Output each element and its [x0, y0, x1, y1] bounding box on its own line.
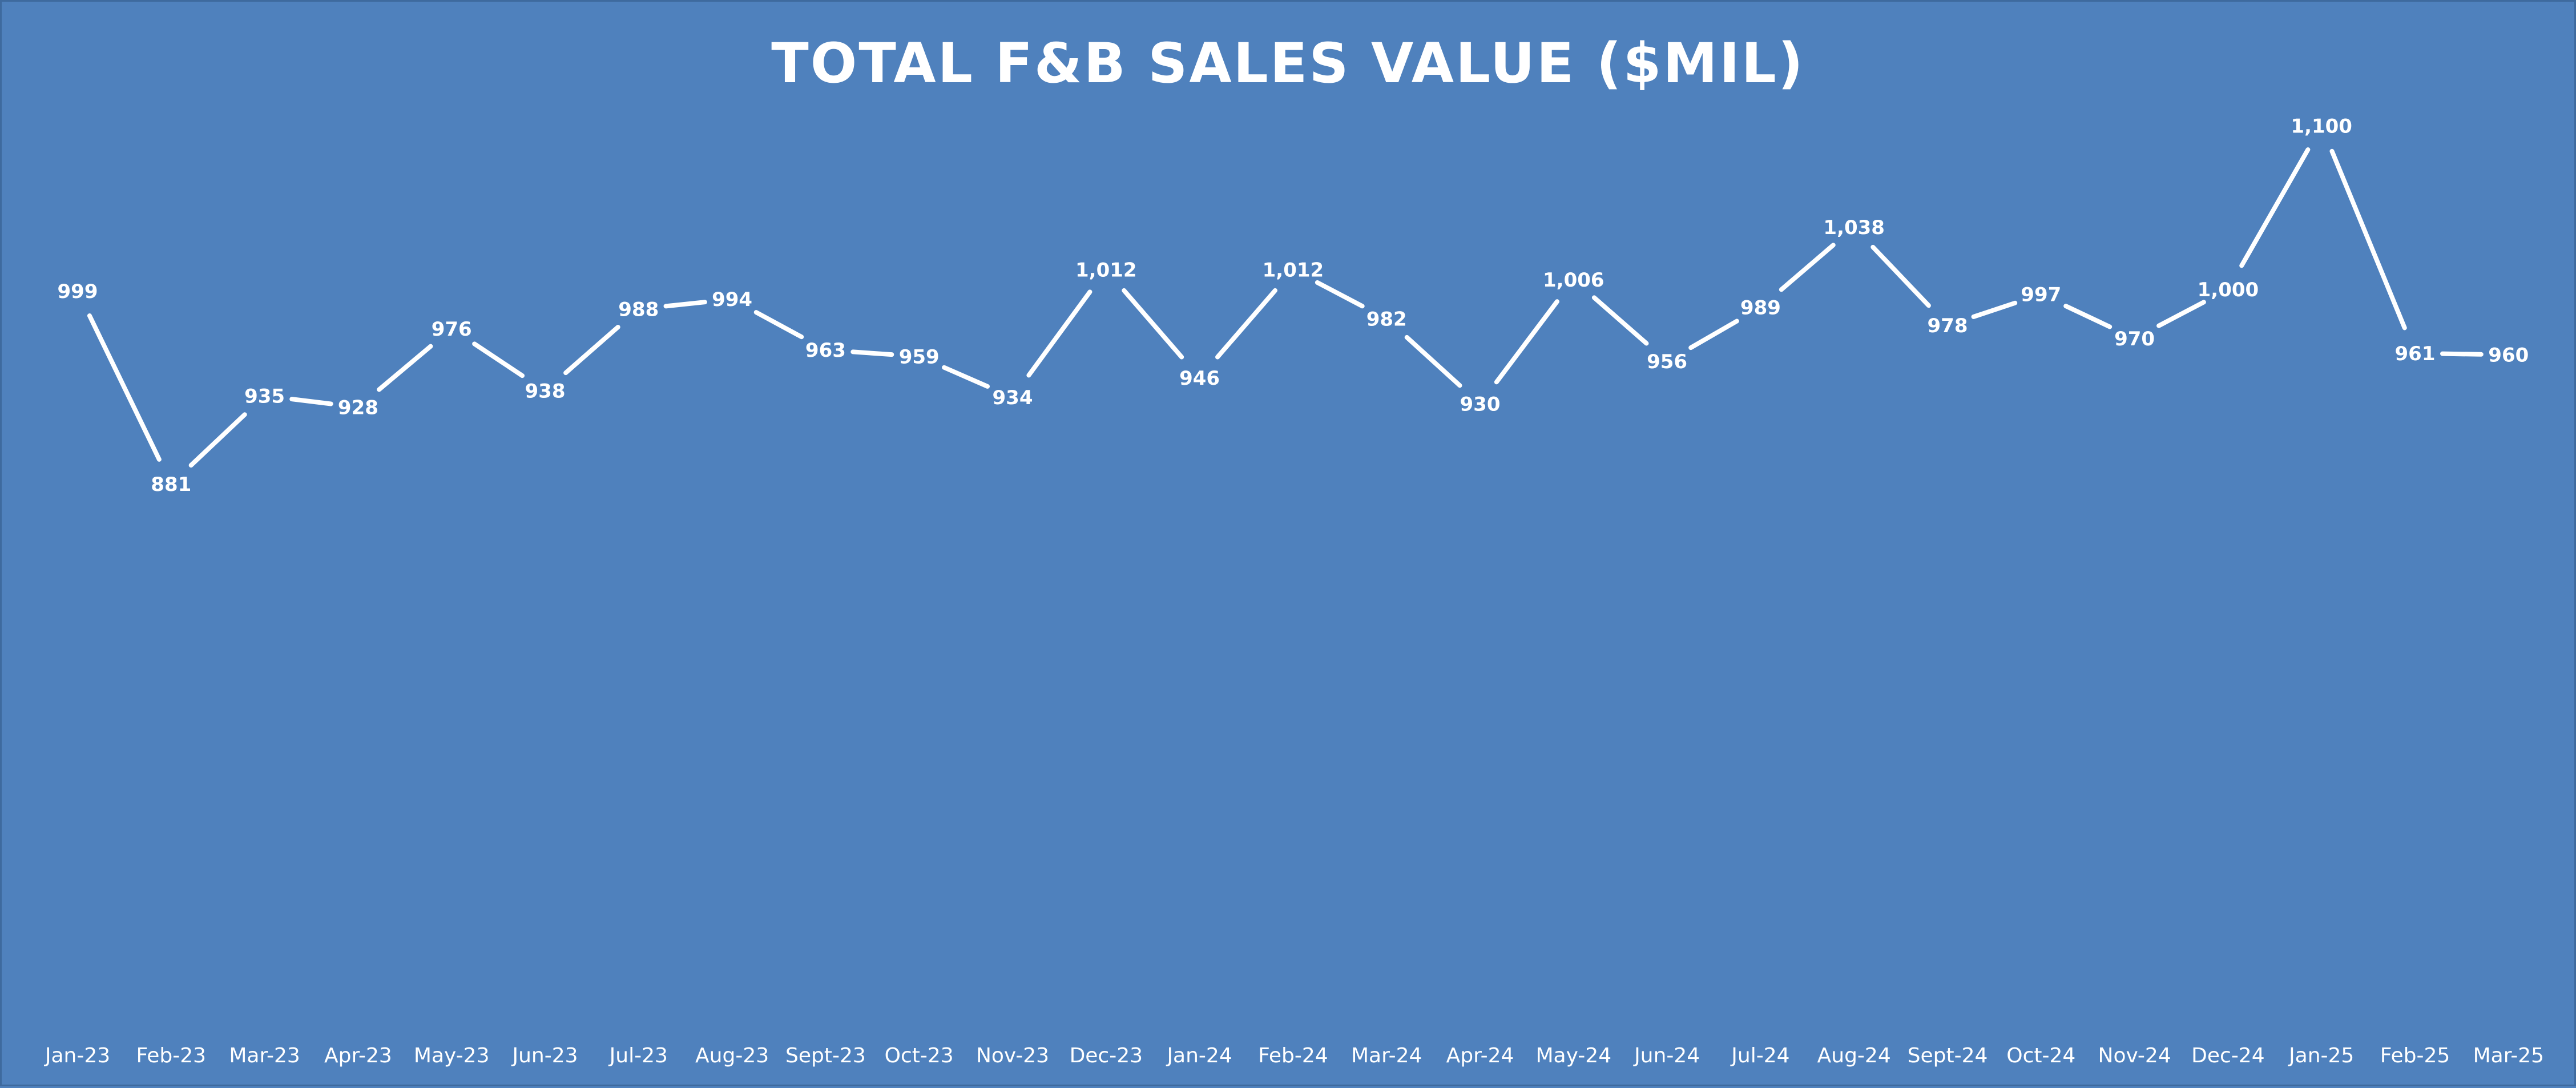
data-labels-group: 999 881 935 928 976 938 988 994 963 959 934 1,012 94…	[58, 115, 2529, 496]
data-label: 994	[712, 288, 752, 311]
data-label: 1,000	[2198, 279, 2259, 301]
series-line-segment	[1122, 288, 1184, 360]
data-label: 961	[2395, 342, 2436, 365]
x-tick-label: Jan-25	[2288, 1044, 2354, 1067]
x-tick-label: Mar-23	[229, 1044, 300, 1067]
chart-title: TOTAL F&B SALES VALUE ($MIL)	[771, 31, 1805, 95]
data-label: 988	[618, 298, 659, 321]
x-tick-label: Feb-23	[136, 1044, 207, 1067]
x-axis-tick-labels: Jan-23 Feb-23 Mar-23 Apr-23 May-23 Jun-23 Jul-…	[44, 1044, 2544, 1067]
data-label: 959	[899, 346, 940, 369]
series-line-segment	[563, 324, 620, 376]
series-line-segment	[188, 412, 247, 468]
x-tick-label: Apr-23	[324, 1044, 392, 1067]
series-line-segment	[1215, 288, 1277, 360]
data-label: 928	[338, 396, 378, 419]
x-tick-label: Jun-23	[511, 1044, 578, 1067]
x-tick-label: May-24	[1536, 1044, 1612, 1067]
data-label: 1,012	[1263, 259, 1324, 282]
series-line-segment	[663, 300, 707, 309]
x-tick-label: Dec-24	[2191, 1044, 2264, 1067]
data-label: 997	[2021, 284, 2061, 307]
data-label: 1,006	[1543, 269, 1605, 292]
x-tick-label: Feb-24	[1258, 1044, 1328, 1067]
x-tick-label: Jun-24	[1633, 1044, 1700, 1067]
data-label: 970	[2114, 328, 2155, 350]
series-line-segment	[1404, 335, 1462, 388]
x-tick-label: Oct-23	[885, 1044, 954, 1067]
data-label: 963	[805, 339, 846, 362]
series-line-segment	[1870, 244, 1931, 308]
series-line-group	[87, 147, 2484, 468]
series-line-segment	[1779, 243, 1836, 292]
x-tick-label: Feb-25	[2380, 1044, 2450, 1067]
series-line-segment	[2239, 147, 2311, 268]
data-label: 976	[432, 318, 472, 341]
series-line-segment	[1688, 319, 1739, 350]
data-label: 960	[2488, 344, 2529, 367]
series-line-segment	[2156, 300, 2206, 328]
series-line-segment	[377, 344, 433, 392]
series-line-segment	[1494, 299, 1559, 385]
data-label: 978	[1928, 315, 1968, 337]
series-line-segment	[87, 313, 162, 462]
x-tick-label: Aug-24	[1817, 1044, 1891, 1067]
data-label: 989	[1740, 297, 1781, 320]
data-label: 1,012	[1075, 259, 1137, 282]
series-line-segment	[1315, 280, 1365, 309]
x-tick-label: Apr-24	[1446, 1044, 1514, 1067]
x-tick-label: Mar-24	[1351, 1044, 1422, 1067]
data-label: 999	[58, 280, 98, 303]
drop-lines-group	[76, 134, 2510, 998]
x-tick-label: Jul-24	[1730, 1044, 1789, 1067]
x-tick-label: Mar-25	[2473, 1044, 2544, 1067]
series-line-segment	[1971, 300, 2018, 319]
data-label: 934	[993, 386, 1033, 409]
series-line-segment	[753, 310, 804, 340]
data-label: 946	[1179, 367, 1220, 390]
x-tick-label: Nov-23	[976, 1044, 1049, 1067]
data-label: 1,100	[2291, 115, 2352, 138]
x-tick-label: May-23	[414, 1044, 490, 1067]
x-tick-label: Jan-23	[44, 1044, 110, 1067]
data-label: 956	[1647, 350, 1687, 373]
x-tick-label: Sept-23	[785, 1044, 866, 1067]
x-tick-label: Oct-24	[2006, 1044, 2075, 1067]
series-line-segment	[472, 341, 525, 378]
series-line-segment	[1026, 289, 1093, 378]
series-line-segment	[1591, 295, 1649, 346]
x-tick-label: Dec-23	[1070, 1044, 1143, 1067]
data-label: 982	[1366, 308, 1407, 331]
x-tick-label: Jul-23	[608, 1044, 668, 1067]
x-tick-label: Sept-24	[1908, 1044, 1988, 1067]
data-label: 938	[525, 380, 566, 403]
x-tick-label: Jan-24	[1166, 1044, 1232, 1067]
series-line-segment	[289, 397, 333, 406]
series-line-segment	[850, 349, 894, 357]
series-line-segment	[942, 365, 990, 389]
data-label: 935	[244, 385, 285, 408]
x-tick-label: Nov-24	[2098, 1044, 2171, 1067]
series-line-segment	[2329, 148, 2407, 331]
data-label: 881	[151, 473, 191, 496]
series-line-segment	[2063, 304, 2113, 329]
data-label: 930	[1460, 393, 1501, 416]
x-tick-label: Aug-23	[695, 1044, 769, 1067]
data-label: 1,038	[1823, 216, 1885, 239]
